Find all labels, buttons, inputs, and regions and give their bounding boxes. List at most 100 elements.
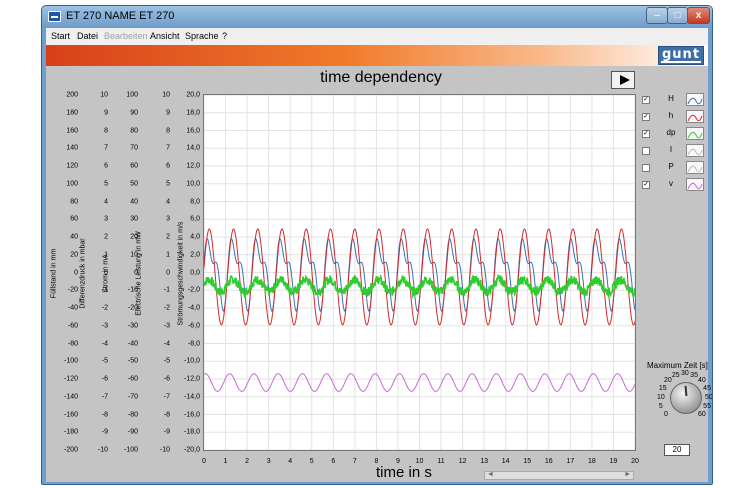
y-tick-label: -30 (127, 322, 138, 330)
legend-checkbox-i[interactable] (642, 147, 650, 155)
menu-ansicht[interactable]: Ansicht (150, 31, 180, 41)
max-time-value[interactable]: 20 (664, 444, 690, 456)
y-tick-label: 8,0 (190, 198, 200, 205)
y-axis-geschwindigkeit-ticks: 20,0 18,0 16,0 14,0 12,0 10,0 8,0 6,0 4,0 2,0 0,0 -… (170, 66, 200, 482)
y-tick-label: -2 (101, 304, 108, 312)
y-tick-label: 60 (130, 162, 138, 170)
x-tick-label: 1 (223, 458, 228, 465)
y-tick-label: -70 (127, 393, 138, 401)
knob-scale-label: 0 (664, 410, 668, 418)
y-tick-label: 10 (130, 251, 138, 259)
legend-swatch[interactable] (686, 127, 704, 140)
y-tick-label: -8 (101, 411, 108, 418)
x-tick-label: 10 (415, 458, 424, 465)
title-bar[interactable]: ET 270 NAME ET 270 – □ x (42, 6, 712, 28)
scroll-left-icon[interactable]: ◄ (487, 471, 494, 478)
x-tick-label: 20 (631, 458, 639, 465)
legend-row-dp: ✓ dp (642, 126, 706, 142)
menu-help[interactable]: ? (222, 31, 228, 41)
legend-row-h: ✓ H (642, 92, 706, 108)
y-tick-label: 20 (70, 251, 78, 259)
x-tick-label: 11 (437, 458, 445, 465)
scroll-right-icon[interactable]: ► (624, 471, 631, 478)
legend-swatch[interactable] (686, 161, 704, 174)
legend-checkbox-p[interactable] (642, 164, 650, 172)
y-tick-label: -120 (63, 375, 78, 383)
y-tick-label: 3 (104, 215, 108, 223)
y-tick-label: -10 (97, 446, 108, 454)
knob-scale-label: 45 (703, 384, 711, 392)
legend-swatch[interactable] (686, 178, 704, 191)
legend-checkbox-v[interactable]: ✓ (642, 181, 650, 189)
y-tick-label: 2,0 (190, 251, 200, 259)
x-tick-label: 16 (544, 458, 553, 465)
y-tick-label: 80 (70, 198, 78, 205)
y-tick-label: 4,0 (190, 233, 200, 241)
y-tick-label: -80 (127, 411, 138, 418)
menu-sprache[interactable]: Sprache (185, 31, 219, 41)
legend-checkbox-h[interactable]: ✓ (642, 96, 650, 104)
time-chart (204, 95, 635, 450)
y-tick-label: 10 (162, 91, 170, 99)
legend-swatch-line (687, 131, 703, 139)
menu-start[interactable]: Start (51, 31, 71, 41)
knob-scale-label: 50 (705, 394, 713, 401)
logo-text: gunt (662, 47, 701, 62)
menu-datei[interactable]: Datei (77, 31, 99, 41)
horizontal-scrollbar[interactable]: ◄ ► (484, 471, 634, 480)
logo-stripe (661, 61, 701, 63)
y-tick-label: 40 (130, 198, 138, 205)
y-tick-label: 7 (166, 144, 170, 152)
y-tick-label: 14,0 (186, 144, 200, 152)
x-tick-label: 14 (501, 458, 510, 465)
y-tick-label: -100 (123, 446, 138, 454)
y-tick-label: -1 (101, 286, 108, 294)
y-tick-label: 200 (66, 91, 78, 99)
y-tick-label: 30 (130, 215, 138, 223)
y-tick-label: -90 (127, 428, 138, 436)
y-tick-label: 0,0 (190, 269, 200, 276)
y-tick-label: -50 (127, 357, 138, 365)
legend-swatch[interactable] (686, 144, 704, 157)
y-tick-label: 0 (166, 269, 170, 276)
gunt-logo: gunt (658, 46, 704, 65)
y-tick-label: 140 (66, 144, 78, 152)
legend-swatch-line (687, 148, 703, 156)
y-tick-label: -60 (127, 375, 138, 383)
play-button[interactable] (611, 71, 635, 89)
y-axis-differenzdruck-ticks: 10 9 8 7 6 5 4 3 2 1 0 -1 -2 -3 -4 -5 -6 -7 -8 -9 -10 (78, 66, 108, 482)
series-line-v (204, 373, 635, 392)
y-axis-strom-ticks: 100 90 80 70 60 50 40 30 20 10 0 -10 -20 -30 -40 -50 -60… (108, 66, 138, 482)
y-tick-label: 6 (104, 162, 108, 170)
y-tick-label: -5 (163, 357, 170, 365)
legend-swatch[interactable] (686, 93, 704, 106)
y-tick-label: 12,0 (186, 162, 200, 170)
y-tick-label: -3 (163, 322, 170, 330)
legend-checkbox-dp[interactable]: ✓ (642, 130, 650, 138)
minimize-button[interactable]: – (646, 7, 668, 24)
legend-swatch[interactable] (686, 110, 704, 123)
knob-scale-label: 15 (658, 384, 667, 392)
max-time-knob[interactable] (670, 382, 702, 414)
y-tick-label: 18,0 (186, 109, 200, 117)
x-tick-label: 4 (288, 458, 293, 465)
maximize-button[interactable]: □ (667, 7, 688, 24)
y-tick-label: -5 (101, 357, 108, 365)
knob-scale-label: 25 (671, 371, 680, 379)
legend-label: h (668, 111, 674, 120)
y-tick-label: 0 (74, 269, 78, 276)
legend-swatch-line (687, 165, 703, 173)
legend-checkbox-h[interactable]: ✓ (642, 113, 650, 121)
y-tick-label: -160 (63, 411, 78, 418)
menu-bearbeiten[interactable]: Bearbeiten (104, 31, 148, 41)
y-tick-label: 1 (104, 251, 108, 259)
series-line-dp (204, 273, 635, 299)
close-button[interactable]: x (687, 7, 710, 24)
legend-label: dp (666, 128, 676, 137)
y-tick-label: 180 (66, 109, 78, 117)
x-tick-label: 9 (395, 458, 400, 465)
y-tick-label: -100 (63, 357, 78, 365)
y-tick-label: 90 (130, 109, 138, 117)
plot-area[interactable] (203, 94, 636, 451)
y-tick-label: 10 (100, 91, 108, 99)
